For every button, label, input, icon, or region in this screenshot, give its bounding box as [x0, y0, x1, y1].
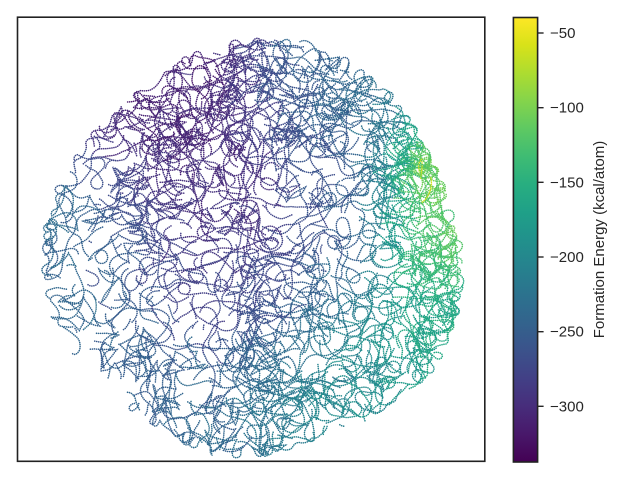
- svg-text:−300: −300: [550, 398, 584, 415]
- svg-text:−150: −150: [550, 174, 584, 191]
- svg-text:−250: −250: [550, 324, 584, 341]
- svg-text:−200: −200: [550, 249, 584, 266]
- svg-text:Formation Energy (kcal/atom): Formation Energy (kcal/atom): [591, 141, 608, 339]
- svg-text:−50: −50: [550, 25, 575, 42]
- svg-text:−100: −100: [550, 100, 584, 117]
